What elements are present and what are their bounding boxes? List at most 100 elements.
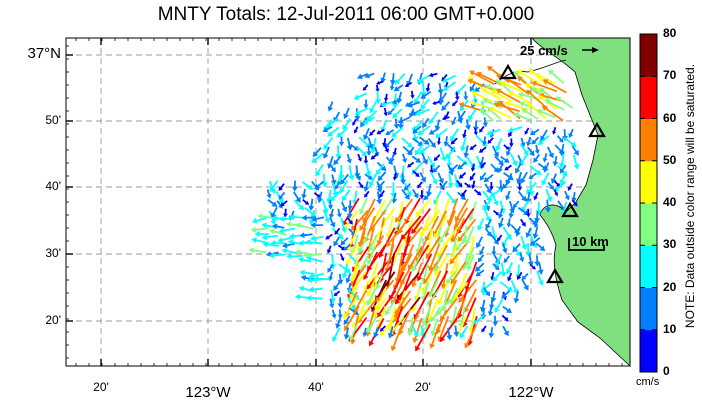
colorbar-tick-label: 10 <box>663 321 677 336</box>
current-vector <box>525 243 532 257</box>
radar-site-icon <box>561 201 579 218</box>
current-vector <box>377 180 386 189</box>
current-vector <box>376 191 383 205</box>
current-vector <box>494 155 504 166</box>
current-vector <box>408 146 415 156</box>
current-vector <box>526 136 532 147</box>
current-vector <box>520 218 526 227</box>
current-vector <box>437 83 444 95</box>
current-vector <box>430 306 442 323</box>
current-vector <box>389 153 395 163</box>
current-vector <box>529 237 541 246</box>
current-vector <box>366 245 377 266</box>
current-vector <box>283 208 288 218</box>
current-vector <box>525 227 532 238</box>
current-vector <box>391 98 402 105</box>
current-vector <box>330 174 337 186</box>
current-vector <box>336 127 348 138</box>
current-vector <box>553 189 559 197</box>
current-vector <box>498 163 504 173</box>
current-vector <box>363 251 379 281</box>
current-vector <box>450 137 458 145</box>
current-vector <box>342 118 352 131</box>
current-vector <box>272 223 285 230</box>
current-vector <box>559 171 567 185</box>
current-vector <box>528 172 537 180</box>
current-vector <box>337 297 344 309</box>
current-vector <box>334 181 341 190</box>
current-vector <box>393 165 399 179</box>
current-vector <box>374 90 381 105</box>
current-vector <box>480 161 487 169</box>
current-vector <box>504 164 513 171</box>
current-vector <box>335 145 342 160</box>
current-vector <box>449 254 460 277</box>
current-vector <box>364 190 370 198</box>
current-vector <box>507 272 513 282</box>
current-vector <box>391 192 398 204</box>
coastline-land <box>453 37 631 367</box>
latitude-label: 40' <box>45 179 61 193</box>
current-vector <box>357 73 368 80</box>
current-vector <box>339 253 345 262</box>
current-vector <box>465 119 471 131</box>
current-vector <box>495 88 521 104</box>
current-vector <box>314 180 325 190</box>
current-vector <box>555 96 574 109</box>
current-vector <box>481 325 487 333</box>
current-vector <box>548 69 565 85</box>
current-vector <box>410 90 415 99</box>
current-vector <box>497 234 503 242</box>
current-vector <box>339 173 350 185</box>
current-vector <box>428 72 438 78</box>
current-vector <box>526 89 549 110</box>
current-vector <box>280 200 288 207</box>
current-vector <box>344 305 360 332</box>
current-vector <box>502 243 508 254</box>
current-vector <box>298 239 313 246</box>
current-vector <box>507 126 523 133</box>
current-vector <box>534 255 541 267</box>
current-vector <box>295 222 314 230</box>
current-vector <box>355 171 361 181</box>
current-vector <box>536 270 544 286</box>
current-vector <box>479 246 485 256</box>
current-vector <box>571 192 577 203</box>
current-vector <box>441 116 450 121</box>
current-vector <box>521 108 539 120</box>
current-vector <box>414 91 423 105</box>
scale-arrow-label: 25 cm/s <box>520 43 568 58</box>
current-vector <box>412 318 423 344</box>
current-vector <box>510 153 518 167</box>
current-vector <box>432 100 441 106</box>
current-vector <box>471 180 476 190</box>
current-vector <box>310 235 324 242</box>
current-vector <box>534 72 556 85</box>
current-vector <box>306 295 323 302</box>
current-vector <box>394 73 406 85</box>
current-vector <box>496 79 513 94</box>
current-vector <box>338 136 345 147</box>
current-vector <box>559 143 566 157</box>
current-vector <box>469 70 495 86</box>
current-vector <box>475 236 484 249</box>
current-vector <box>467 78 495 91</box>
current-vector <box>439 147 447 162</box>
latitude-label: 20' <box>45 313 61 327</box>
current-vector <box>365 162 372 177</box>
current-vector <box>390 323 403 352</box>
current-vector <box>370 279 387 313</box>
current-vector <box>341 189 351 202</box>
current-vector <box>483 174 494 183</box>
current-vector <box>333 280 342 291</box>
current-vector <box>393 118 400 130</box>
current-vector <box>484 183 492 194</box>
current-vector <box>449 243 467 265</box>
current-vector <box>303 252 321 259</box>
current-vector <box>376 290 397 318</box>
current-vector <box>488 327 495 339</box>
colorbar-tick-label: 40 <box>663 195 677 209</box>
current-vector <box>420 98 430 110</box>
current-vector <box>478 146 487 153</box>
current-vector <box>339 180 349 194</box>
